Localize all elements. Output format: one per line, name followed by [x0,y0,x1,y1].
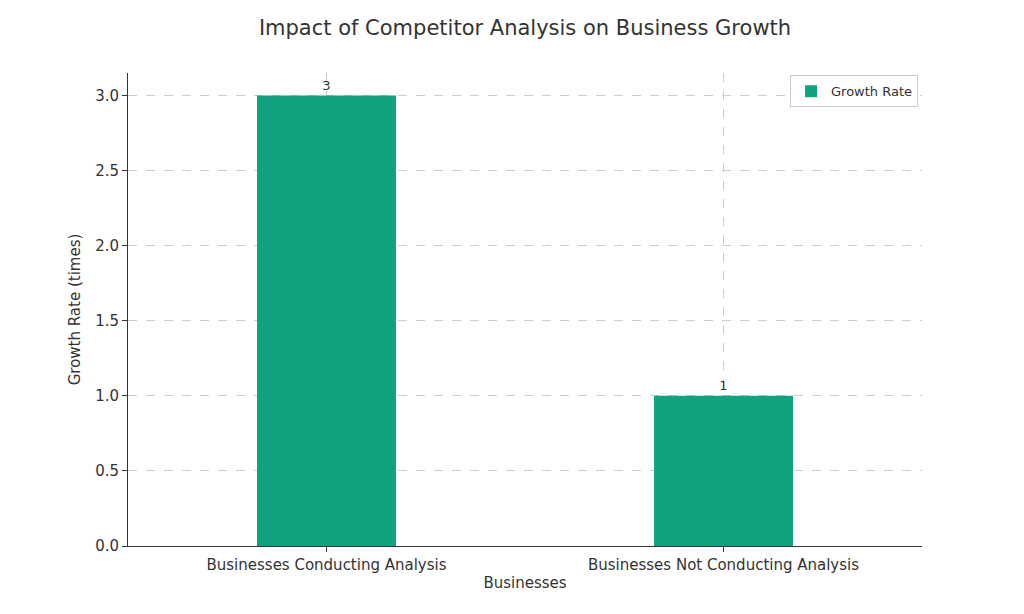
svg-text:2.5: 2.5 [95,162,119,180]
svg-text:1.5: 1.5 [95,312,119,330]
svg-text:Businesses Not Conducting Anal: Businesses Not Conducting Analysis [588,556,859,574]
svg-text:0.0: 0.0 [95,537,119,555]
svg-text:1.0: 1.0 [95,387,119,405]
svg-text:Impact of Competitor Analysis: Impact of Competitor Analysis on Busines… [259,16,791,40]
svg-text:0.5: 0.5 [95,462,119,480]
svg-text:Growth Rate (times): Growth Rate (times) [66,234,84,386]
svg-text:Businesses: Businesses [483,574,566,592]
svg-text:2.0: 2.0 [95,237,119,255]
svg-text:3: 3 [322,78,330,93]
svg-text:Growth Rate: Growth Rate [831,84,912,99]
svg-text:Businesses Conducting Analysis: Businesses Conducting Analysis [206,556,446,574]
svg-text:1: 1 [719,378,727,393]
svg-text:3.0: 3.0 [95,87,119,105]
